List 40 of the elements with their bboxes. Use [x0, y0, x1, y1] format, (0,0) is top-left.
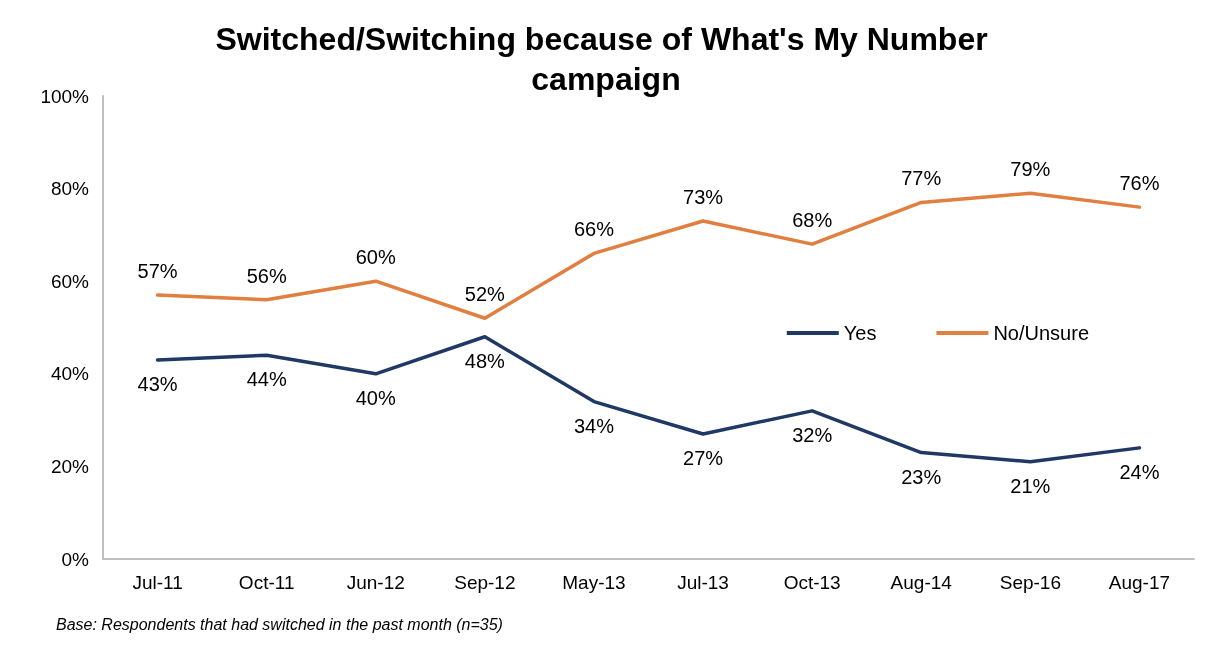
data-label: 60%: [355, 246, 396, 269]
y-tick-label: 0%: [61, 548, 90, 570]
data-label: 43%: [137, 372, 178, 395]
data-label: 21%: [1010, 474, 1051, 497]
data-label: 44%: [246, 368, 287, 391]
data-label: 76%: [1119, 172, 1160, 195]
data-label: 57%: [137, 260, 178, 283]
data-label: 77%: [901, 167, 942, 190]
chart-title: Switched/Switching because of What's My Number campaign: [215, 21, 997, 97]
y-tick-label: 40%: [50, 363, 90, 385]
x-tick-label: May-13: [562, 572, 626, 593]
x-tick-label: Aug-17: [1108, 572, 1171, 593]
data-label: 68%: [792, 209, 833, 232]
data-label: 23%: [901, 465, 942, 488]
data-label: 24%: [1119, 460, 1160, 483]
data-label: 66%: [573, 218, 615, 241]
x-tick-label: Jul-13: [677, 572, 729, 593]
x-tick-label: Oct-13: [783, 572, 841, 593]
x-tick-label: Sep-16: [999, 572, 1061, 593]
legend-label: No/Unsure: [993, 322, 1090, 344]
y-tick-label: 60%: [50, 270, 90, 292]
y-tick-label: 20%: [50, 455, 90, 477]
text: Base: Respondents that had switched in the past month (n=35): [56, 615, 503, 633]
data-label: 48%: [464, 349, 506, 372]
y-tick-label: 80%: [50, 178, 90, 200]
x-tick-label: Jun-12: [346, 572, 405, 593]
data-label: 40%: [355, 386, 396, 409]
legend-label: Yes: [843, 322, 877, 344]
y-tick-label: 100%: [40, 85, 90, 107]
data-label: 52%: [464, 283, 506, 306]
data-label: 34%: [573, 414, 615, 437]
x-tick-label: Aug-14: [890, 572, 953, 593]
data-label: 32%: [792, 423, 833, 446]
x-tick-label: Oct-11: [238, 572, 295, 593]
data-label: 79%: [1010, 158, 1051, 181]
x-tick-label: Sep-12: [454, 572, 516, 593]
data-label: 27%: [683, 446, 724, 469]
data-label: 73%: [683, 186, 724, 209]
x-tick-label: Jul-11: [132, 572, 183, 593]
data-label: 56%: [246, 264, 287, 287]
